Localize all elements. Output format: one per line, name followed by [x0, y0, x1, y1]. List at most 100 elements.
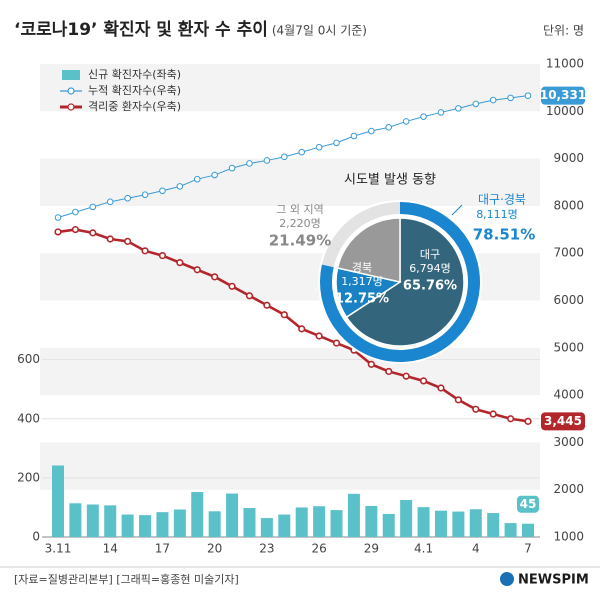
group-count: 8,111명 — [476, 208, 518, 221]
legend-label: 신규 확진자수(좌축) — [88, 68, 181, 81]
legend-swatch — [67, 87, 75, 95]
legend-label: 격리중 환자수(우축) — [88, 100, 181, 113]
point — [158, 251, 167, 260]
point — [524, 92, 532, 99]
slice-count: 6,794명 — [409, 262, 451, 275]
bar — [52, 465, 64, 537]
point — [332, 339, 341, 347]
point — [437, 384, 445, 392]
point — [455, 105, 462, 112]
bar — [504, 523, 517, 537]
slice-label: 대구 — [420, 248, 440, 261]
group-percent: 78.51% — [473, 226, 535, 244]
y-tick-label: 600 — [17, 352, 40, 366]
legend-label: 누적 확진자수(우축) — [88, 84, 181, 97]
point — [176, 259, 184, 267]
slice-count: 1,317명 — [341, 275, 383, 288]
bar — [417, 507, 430, 537]
bar — [487, 513, 500, 537]
point — [437, 109, 445, 116]
point — [106, 235, 114, 243]
point — [507, 94, 514, 102]
y2-tick-label: 10000 — [546, 104, 584, 118]
point — [472, 100, 480, 108]
bar — [139, 515, 152, 537]
y2-tick-label: 7000 — [553, 246, 584, 260]
point — [124, 194, 131, 202]
slice-label: 그 외 지역 — [276, 203, 323, 216]
value-label-box — [517, 495, 539, 513]
line — [57, 95, 529, 218]
pie-slice — [345, 217, 465, 347]
bar — [121, 514, 134, 537]
x-tick-label: 17 — [155, 542, 170, 556]
point — [124, 237, 132, 245]
bar — [452, 511, 465, 537]
bar — [243, 508, 256, 537]
point — [193, 175, 201, 183]
point — [211, 273, 219, 281]
x-tick-label: 4 — [472, 542, 480, 556]
grid-band — [40, 347, 540, 396]
point — [454, 396, 462, 404]
x-tick-label: 14 — [103, 542, 118, 556]
pie-title: 시도별 발생 동향 — [344, 173, 436, 188]
bar — [347, 493, 360, 537]
brand: NEWSPIM — [518, 573, 589, 588]
y2-tick-label: 3000 — [553, 435, 584, 449]
leader — [451, 204, 463, 216]
bar — [522, 523, 534, 537]
point — [72, 208, 79, 216]
bar — [382, 513, 395, 537]
point — [298, 148, 306, 156]
point — [141, 191, 149, 199]
y-tick-label: 400 — [17, 411, 40, 425]
x-tick-label: 4.1 — [414, 542, 433, 556]
point — [368, 127, 375, 135]
slice-percent: 12.75% — [335, 292, 389, 307]
line — [57, 228, 529, 423]
ring-segment — [321, 202, 400, 268]
chart-subtitle: (4월7일 0시 기준) — [272, 24, 367, 38]
bar — [208, 511, 221, 537]
bar — [104, 505, 117, 537]
point — [298, 325, 306, 333]
value-label: 45 — [520, 497, 537, 511]
point — [420, 113, 427, 120]
point — [506, 415, 515, 423]
y2-tick-label: 4000 — [553, 388, 584, 402]
point — [402, 372, 410, 380]
slice-percent: 65.76% — [403, 279, 457, 294]
value-label: 10,331 — [540, 88, 586, 102]
y2-tick-label: 9000 — [553, 151, 584, 165]
slice-percent: 21.49% — [269, 232, 331, 250]
point — [54, 214, 62, 221]
point — [89, 203, 97, 211]
point — [315, 332, 323, 340]
point — [193, 266, 201, 274]
point — [472, 405, 480, 413]
source: [자료=질병관리본부] [그래픽=홍종현 미술기자] — [14, 572, 239, 586]
slice-label: 경북 — [352, 261, 372, 274]
value-label: 3,445 — [544, 414, 582, 428]
point — [211, 171, 218, 179]
y2-tick-label: 1000 — [553, 530, 584, 544]
bar — [365, 505, 378, 537]
point — [419, 377, 428, 385]
bar — [469, 509, 482, 537]
point — [315, 143, 323, 151]
point — [54, 228, 62, 236]
point — [489, 410, 497, 418]
group-label: 대구·경북 — [478, 193, 526, 207]
bar — [69, 503, 82, 537]
bar — [260, 518, 273, 537]
point — [263, 157, 271, 164]
pie-slice — [336, 217, 401, 283]
point — [402, 118, 410, 125]
bar — [313, 506, 326, 537]
grid-band — [40, 64, 540, 112]
point — [159, 187, 166, 195]
y-tick-label: 0 — [32, 530, 40, 544]
grid-band — [40, 158, 540, 206]
